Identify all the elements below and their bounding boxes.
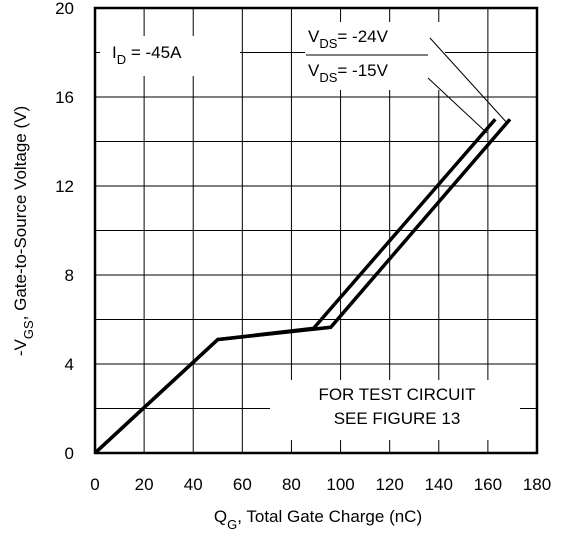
plot-frame [93,6,539,455]
series-label-vds-15-main: V [308,61,320,80]
x-tick-labels: 0 20 40 60 80 100 120 140 160 180 [90,475,551,494]
x-tick-label: 0 [90,475,99,494]
x-axis-label-sub: G [227,517,237,532]
y-tick-label: 12 [55,177,74,196]
current-label-main: I [112,43,117,62]
y-tick-label: 20 [55,0,74,18]
current-label-sub: D [117,52,126,67]
leader-line-vds-15 [427,77,488,134]
current-label-rest: = -45A [126,43,182,62]
x-tick-label: 160 [474,475,502,494]
test-note-line2: SEE FIGURE 13 [334,409,461,428]
current-label: ID = -45A [112,43,182,67]
series-label-vds-15: VDS= -15V [308,61,389,85]
y-axis-label-sub: GS [21,320,36,339]
x-tick-label: 180 [523,475,551,494]
series-label-vds-24-main: V [308,27,320,46]
leader-line-vds-24 [429,37,509,125]
x-tick-label: 80 [282,475,301,494]
x-axis-label-main: Q [214,507,227,526]
series-lines [93,118,512,455]
x-tick-label: 120 [375,475,403,494]
series-label-vds-24-sub: DS [319,36,337,51]
y-tick-label: 0 [65,444,74,463]
x-axis-label-rest: , Total Gate Charge (nC) [237,507,422,526]
x-tick-label: 60 [233,475,252,494]
series-label-vds-15-sub: DS [319,70,337,85]
series-label-vds-24: VDS= -24V [308,27,389,51]
x-tick-label: 100 [326,475,354,494]
y-axis-label: -VGS, Gate-to-Source Voltage (V) [11,106,36,356]
x-axis-label: QG, Total Gate Charge (nC) [214,507,422,532]
x-tick-label: 20 [135,475,154,494]
y-axis-label-main: -V [11,338,30,356]
y-axis-label-rest: , Gate-to-Source Voltage (V) [11,106,30,321]
series-line-1 [93,118,512,455]
test-note-line1: FOR TEST CIRCUIT [318,385,475,404]
x-tick-label: 40 [184,475,203,494]
vds-label-bg [305,22,445,90]
test-note-bg [270,380,520,440]
y-tick-label: 4 [65,355,74,374]
series-label-vds-24-rest: = -24V [337,27,388,46]
x-tick-label: 140 [425,475,453,494]
y-tick-label: 16 [55,88,74,107]
current-label-bg [100,36,240,76]
y-tick-label: 8 [65,266,74,285]
y-tick-labels: 0 4 8 12 16 20 [55,0,74,463]
series-label-vds-15-rest: = -15V [337,61,388,80]
